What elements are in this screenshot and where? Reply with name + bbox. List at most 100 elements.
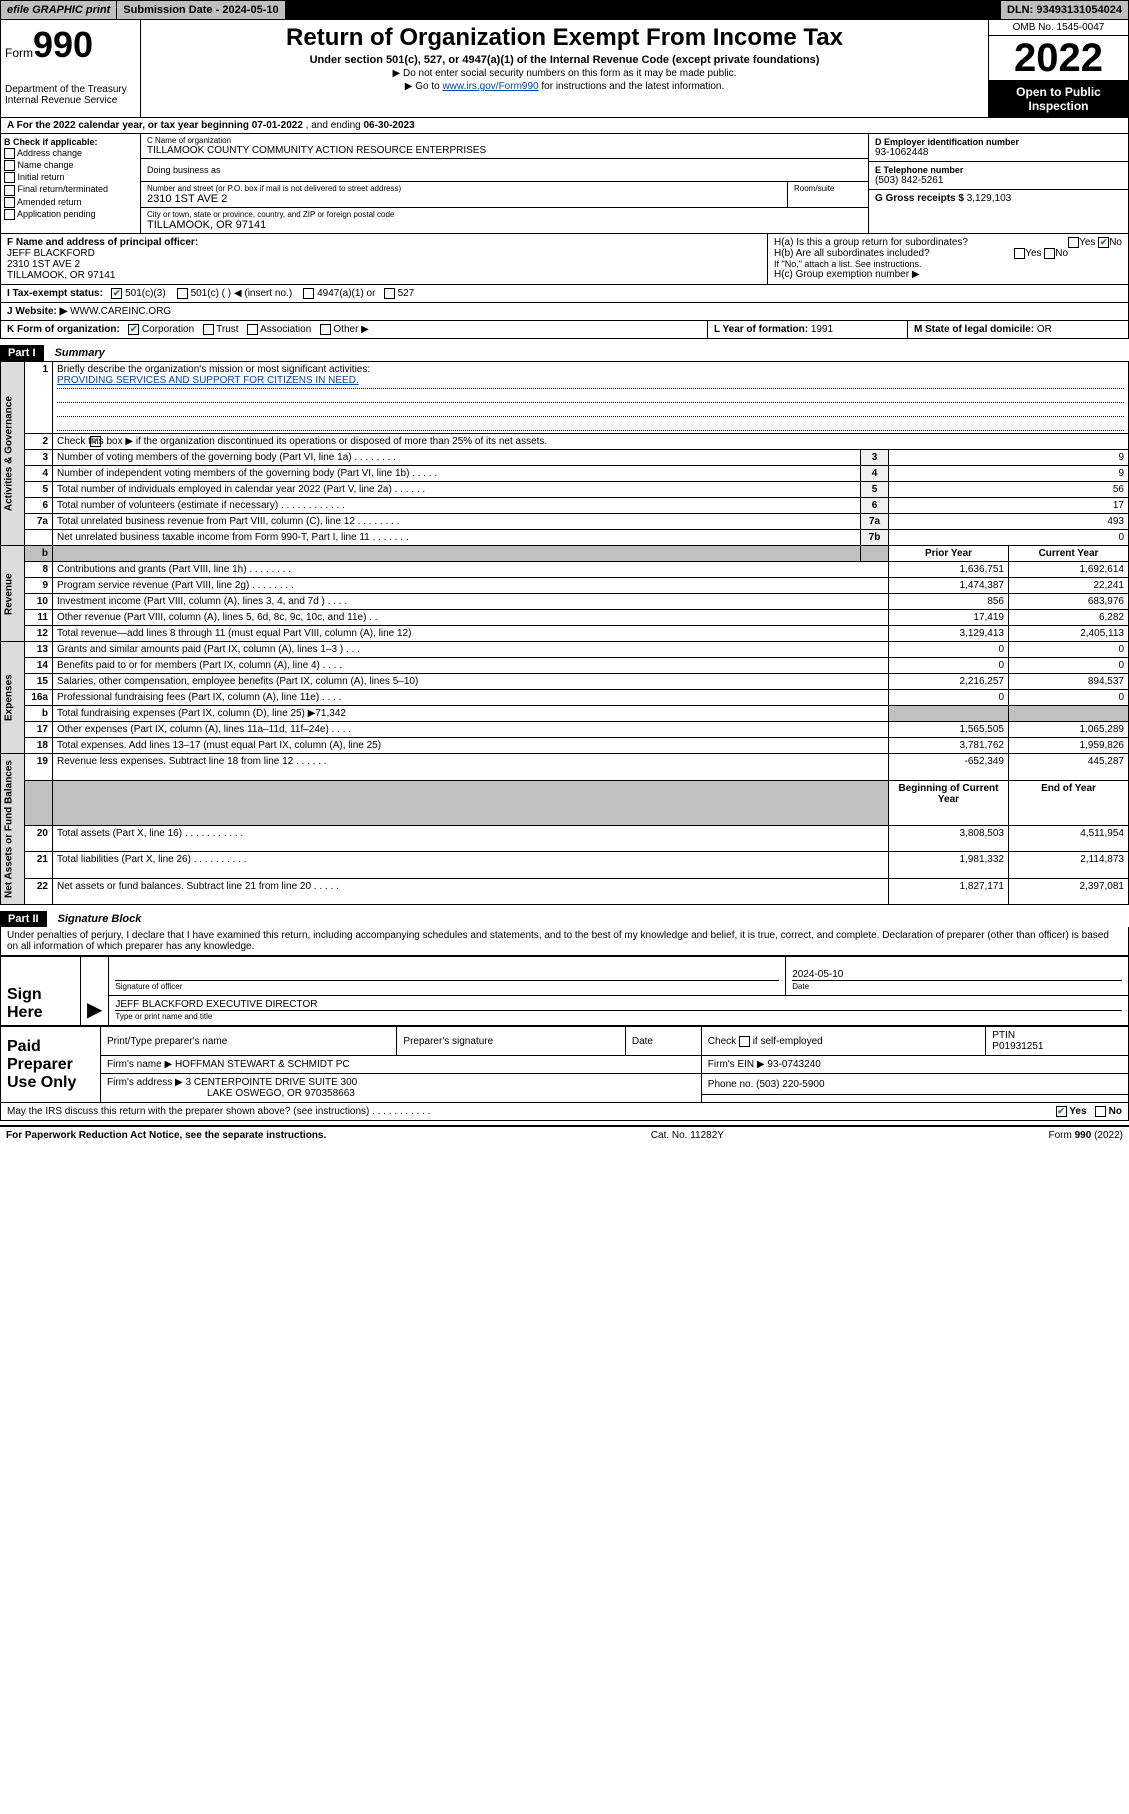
side-netassets: Net Assets or Fund Balances — [1, 754, 25, 905]
open-inspection: Open to Public Inspection — [989, 81, 1128, 117]
form-subtitle-3: ▶ Go to www.irs.gov/Form990 for instruct… — [149, 81, 980, 92]
chk-527[interactable] — [384, 288, 395, 299]
part2-badge: Part II — [0, 911, 47, 927]
form-subtitle-1: Under section 501(c), 527, or 4947(a)(1)… — [149, 54, 980, 66]
city-val: TILLAMOOK, OR 97141 — [147, 219, 862, 231]
v6: 17 — [889, 498, 1129, 514]
chk-corp[interactable] — [128, 324, 139, 335]
hb-no[interactable] — [1044, 248, 1055, 259]
omb-label: OMB No. 1545-0047 — [989, 20, 1128, 36]
klm-row: K Form of organization: Corporation Trus… — [0, 321, 1129, 339]
col-de: D Employer identification number93-10624… — [868, 134, 1128, 233]
prep-date-hdr: Date — [625, 1027, 701, 1056]
part2-header-row: Part II Signature Block — [0, 905, 1129, 927]
dln-label: DLN: 93493131054024 — [1001, 1, 1128, 19]
irs-link[interactable]: www.irs.gov/Form990 — [442, 81, 538, 92]
footer-left: For Paperwork Reduction Act Notice, see … — [6, 1130, 326, 1141]
chk-501c[interactable] — [177, 288, 188, 299]
firm-addr-cell: Firm's address ▶ 3 CENTERPOINTE DRIVE SU… — [101, 1074, 702, 1103]
room-cell: Room/suite — [788, 182, 868, 207]
arrow-icon: ▶ — [81, 957, 109, 1026]
firm-name-cell: Firm's name ▶ HOFFMAN STEWART & SCHMIDT … — [101, 1056, 702, 1074]
form-number: Form990 — [5, 24, 136, 66]
paid-side: Paid Preparer Use Only — [1, 1027, 101, 1103]
efile-label[interactable]: efile GRAPHIC print — [1, 1, 117, 19]
chk-name-change[interactable]: Name change — [4, 160, 137, 171]
firm-phone-cell: Phone no. (503) 220-5900 — [701, 1074, 1128, 1095]
chk-4947[interactable] — [303, 288, 314, 299]
header-right: OMB No. 1545-0047 2022 Open to Public In… — [988, 20, 1128, 117]
block-fgh: F Name and address of principal officer:… — [0, 234, 1129, 285]
sign-here-table: Sign Here ▶ Signature of officer 2024-05… — [0, 956, 1129, 1026]
street-cell: Number and street (or P.O. box if mail i… — [141, 182, 788, 207]
prep-ptin: PTINP01931251 — [986, 1027, 1129, 1056]
dba-cell: Doing business as — [141, 159, 868, 182]
side-expenses: Expenses — [1, 642, 25, 754]
side-activities: Activities & Governance — [1, 362, 25, 546]
paid-preparer-table: Paid Preparer Use Only Print/Type prepar… — [0, 1026, 1129, 1103]
chk-discontinued[interactable] — [90, 436, 101, 447]
chk-trust[interactable] — [203, 324, 214, 335]
discuss-no[interactable] — [1095, 1106, 1106, 1117]
part1-badge: Part I — [0, 345, 44, 361]
discuss-row: May the IRS discuss this return with the… — [0, 1103, 1129, 1121]
street-row: Number and street (or P.O. box if mail i… — [141, 182, 868, 208]
sign-here-label: Sign Here — [1, 957, 81, 1026]
website-val: WWW.CAREINC.ORG — [70, 306, 171, 317]
ein-cell: D Employer identification number93-10624… — [869, 134, 1128, 162]
footer-mid: Cat. No. 11282Y — [326, 1130, 1048, 1141]
col-b: B Check if applicable: Address change Na… — [1, 134, 141, 233]
ha-yes[interactable] — [1068, 237, 1079, 248]
state-domicile: M State of legal domicile: OR — [908, 321, 1128, 338]
org-name-cell: C Name of organization TILLAMOOK COUNTY … — [141, 134, 868, 159]
line-a: A For the 2022 calendar year, or tax yea… — [0, 118, 1129, 134]
ha-no[interactable] — [1098, 237, 1109, 248]
perjury-text: Under penalties of perjury, I declare th… — [0, 927, 1129, 956]
chk-assoc[interactable] — [247, 324, 258, 335]
chk-self-employed[interactable] — [739, 1036, 750, 1047]
phone-cell: E Telephone number(503) 842-5261 — [869, 162, 1128, 190]
discuss-yes[interactable] — [1056, 1106, 1067, 1117]
mission-text[interactable]: PROVIDING SERVICES AND SUPPORT FOR CITIZ… — [57, 375, 359, 386]
prep-sig-hdr: Preparer's signature — [397, 1027, 625, 1056]
line1: Briefly describe the organization's miss… — [53, 362, 1129, 434]
sig-name-cell: JEFF BLACKFORD EXECUTIVE DIRECTORType or… — [109, 996, 1129, 1026]
footer-right: Form 990 (2022) — [1049, 1130, 1123, 1141]
v7b: 0 — [889, 530, 1129, 546]
topbar-spacer — [286, 1, 1001, 19]
form-header: Form990 Department of the Treasury Inter… — [0, 20, 1129, 118]
page-footer: For Paperwork Reduction Act Notice, see … — [0, 1125, 1129, 1144]
v7a: 493 — [889, 514, 1129, 530]
header-left: Form990 Department of the Treasury Inter… — [1, 20, 141, 117]
block-bcde: B Check if applicable: Address change Na… — [0, 134, 1129, 234]
chk-other[interactable] — [320, 324, 331, 335]
chk-initial-return[interactable]: Initial return — [4, 172, 137, 183]
col-c: C Name of organization TILLAMOOK COUNTY … — [141, 134, 868, 233]
dept-label: Department of the Treasury Internal Reve… — [5, 84, 136, 106]
city-cell: City or town, state or province, country… — [141, 208, 868, 233]
subdate-label: Submission Date - 2024-05-10 — [117, 1, 285, 19]
tax-exempt-row: I Tax-exempt status: 501(c)(3) 501(c) ( … — [0, 285, 1129, 303]
year-formation: L Year of formation: 1991 — [708, 321, 908, 338]
top-bar: efile GRAPHIC print Submission Date - 20… — [0, 0, 1129, 20]
website-row: J Website: ▶ WWW.CAREINC.ORG — [0, 303, 1129, 321]
part1-header-row: Part I Summary — [0, 339, 1129, 361]
chk-amended-return[interactable]: Amended return — [4, 197, 137, 208]
chk-final-return[interactable]: Final return/terminated — [4, 184, 137, 195]
firm-ein-cell: Firm's EIN ▶ 93-0743240 — [701, 1056, 1128, 1074]
side-revenue: Revenue — [1, 546, 25, 642]
v5: 56 — [889, 482, 1129, 498]
street-val: 2310 1ST AVE 2 — [147, 193, 781, 205]
sig-date-cell: 2024-05-10Date — [786, 957, 1129, 996]
chk-address-change[interactable]: Address change — [4, 148, 137, 159]
prep-selfemp: Check if self-employed — [701, 1027, 986, 1056]
summary-table: Activities & Governance 1 Briefly descri… — [0, 361, 1129, 905]
chk-application-pending[interactable]: Application pending — [4, 209, 137, 220]
officer-cell: F Name and address of principal officer:… — [1, 234, 768, 284]
v3: 9 — [889, 450, 1129, 466]
chk-501c3[interactable] — [111, 288, 122, 299]
hb-yes[interactable] — [1014, 248, 1025, 259]
part1-title: Summary — [47, 345, 113, 361]
v4: 9 — [889, 466, 1129, 482]
form-subtitle-2: ▶ Do not enter social security numbers o… — [149, 68, 980, 79]
